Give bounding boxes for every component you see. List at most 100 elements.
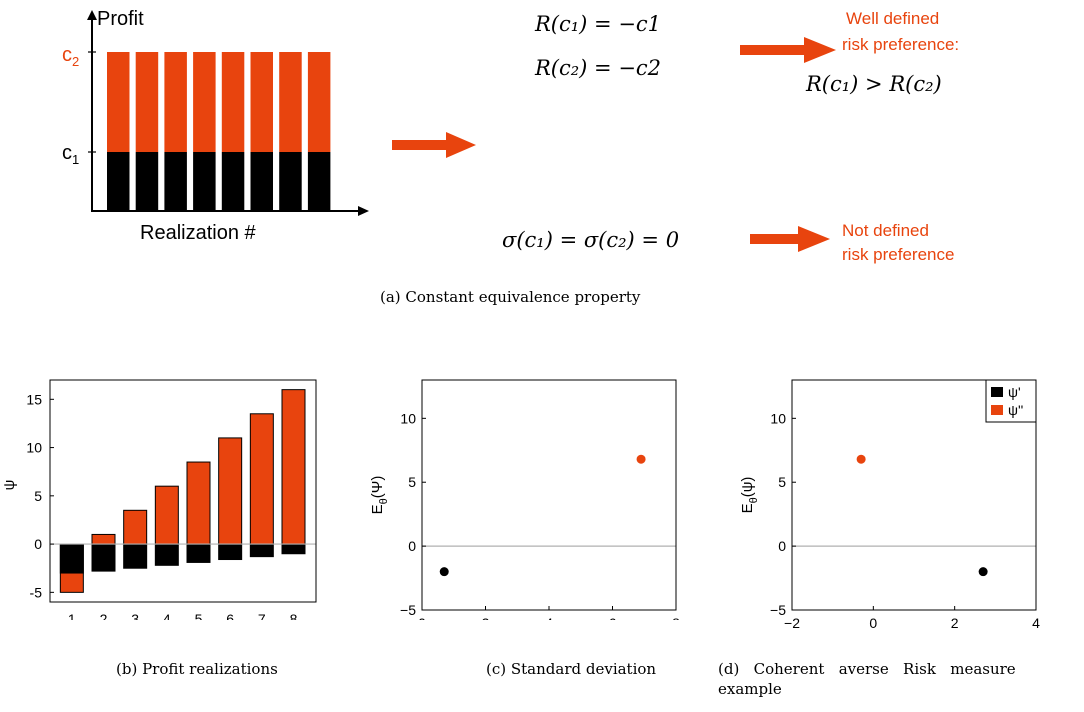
c2-label: c2 bbox=[62, 44, 80, 69]
xtick-label: 1 bbox=[68, 611, 76, 620]
schematic-bar-bottom-1 bbox=[107, 152, 130, 211]
bar-series1-4 bbox=[154, 485, 179, 545]
bar-series2-2 bbox=[91, 543, 116, 572]
caption-a: (a) Constant equivalence property bbox=[380, 288, 641, 306]
y-axis-label: ψ bbox=[1, 480, 18, 491]
well-defined-line2: risk preference: bbox=[842, 35, 960, 54]
y-axis-label: Eθ(ψ) bbox=[739, 477, 760, 514]
schematic-bar-bottom-5 bbox=[221, 152, 245, 211]
center-arrow bbox=[392, 132, 476, 158]
schematic-bar-top-5 bbox=[221, 52, 245, 152]
legend-label-2: ψ'' bbox=[1008, 402, 1023, 418]
xtick-label: 5 bbox=[195, 611, 203, 620]
well-defined-arrow bbox=[740, 37, 836, 63]
schematic-bars bbox=[107, 52, 331, 211]
not-defined-line2: risk preference bbox=[842, 245, 955, 264]
caption-d-line2: example bbox=[718, 680, 782, 698]
xtick-label: 2 bbox=[951, 615, 959, 630]
xtick-label: 6 bbox=[609, 615, 617, 620]
xtick-label: 8 bbox=[290, 611, 298, 620]
data-point-1 bbox=[978, 567, 988, 577]
ytick-label: 5 bbox=[778, 474, 786, 490]
ytick-label: 10 bbox=[770, 410, 786, 426]
standard-deviation-chart: −5051002468Eθ(Ψ)σ(ψ) bbox=[369, 379, 680, 620]
schematic-bar-bottom-6 bbox=[250, 152, 273, 211]
schematic-bar-top-4 bbox=[193, 52, 216, 152]
ytick-label: 10 bbox=[400, 410, 416, 426]
plot-frame bbox=[49, 379, 317, 603]
caption-d-line1: (d) Coherent averse Risk measure bbox=[718, 660, 1016, 678]
equation-r-c2: R(c₂) = −c2 bbox=[535, 56, 662, 80]
not-defined-line1: Not defined bbox=[842, 221, 929, 240]
xtick-label: 2 bbox=[482, 615, 490, 620]
data-point-1 bbox=[439, 567, 449, 577]
plot-frame bbox=[791, 379, 1037, 611]
schematic-bar-top-3 bbox=[164, 52, 187, 152]
ytick-label: 0 bbox=[408, 538, 416, 554]
equation-sigma: σ(c₁) = σ(c₂) = 0 bbox=[502, 228, 680, 252]
bar-series1-6 bbox=[218, 437, 243, 545]
bar-series2-6 bbox=[218, 543, 243, 561]
schematic-bar-bottom-3 bbox=[164, 152, 187, 211]
schematic-bar-bottom-4 bbox=[193, 152, 216, 211]
schematic-bar-top-1 bbox=[107, 52, 130, 152]
bar-series1-2 bbox=[91, 533, 116, 545]
schematic-bar-top-2 bbox=[135, 52, 159, 152]
ytick-label: −5 bbox=[770, 602, 786, 618]
ytick-label: -5 bbox=[30, 584, 43, 600]
bar-series2-4 bbox=[154, 543, 179, 566]
bar-series2-5 bbox=[186, 543, 211, 563]
caption-c: (c) Standard deviation bbox=[486, 660, 657, 678]
schematic-bar-bottom-8 bbox=[307, 152, 331, 211]
bar-series2-1 bbox=[59, 543, 84, 574]
ytick-label: 0 bbox=[778, 538, 786, 554]
plot-frame bbox=[421, 379, 677, 611]
xtick-label: 4 bbox=[545, 615, 553, 620]
legend-swatch-2 bbox=[991, 405, 1003, 415]
xtick-label: 0 bbox=[869, 615, 877, 630]
data-point-2 bbox=[856, 454, 866, 464]
xtick-label: 0 bbox=[418, 615, 426, 620]
ytick-label: 10 bbox=[26, 440, 42, 456]
schematic-ylabel: Profit bbox=[97, 8, 144, 30]
schematic-bar-top-7 bbox=[279, 52, 302, 152]
well-defined-line1: Well defined bbox=[846, 9, 940, 28]
xtick-label: 8 bbox=[672, 615, 680, 620]
schematic-bar-top-6 bbox=[250, 52, 273, 152]
bar-series1-7 bbox=[249, 413, 274, 545]
caption-b: (b) Profit realizations bbox=[116, 660, 278, 678]
ytick-label: 0 bbox=[34, 536, 42, 552]
data-point-2 bbox=[636, 454, 646, 464]
bar-series1-5 bbox=[186, 461, 211, 545]
xtick-label: 4 bbox=[1032, 615, 1040, 630]
ytick-label: 15 bbox=[26, 391, 42, 407]
c1-label: c1 bbox=[62, 142, 80, 167]
ytick-label: −5 bbox=[400, 602, 416, 618]
legend-label-1: ψ' bbox=[1008, 384, 1021, 400]
schematic-x-arrow bbox=[358, 206, 369, 216]
bar-series1-8 bbox=[281, 389, 306, 545]
profit-realizations-chart: -505101512345678Realization #ψ bbox=[1, 379, 317, 620]
schematic-bar-bottom-7 bbox=[279, 152, 302, 211]
bar-series1-3 bbox=[123, 509, 148, 545]
ytick-label: 5 bbox=[408, 474, 416, 490]
schematic-bar-bottom-2 bbox=[135, 152, 159, 211]
xtick-label: 6 bbox=[226, 611, 234, 620]
xtick-label: −2 bbox=[784, 615, 800, 630]
equation-r-c1: R(c₁) = −c1 bbox=[535, 12, 662, 36]
xtick-label: 3 bbox=[131, 611, 139, 620]
y-axis-label: Eθ(Ψ) bbox=[369, 476, 390, 515]
schematic-y-arrow bbox=[87, 10, 97, 20]
ytick-label: 5 bbox=[34, 488, 42, 504]
equation-r-compare: R(c₁) > R(c₂) bbox=[806, 72, 942, 96]
schematic-bar-top-8 bbox=[307, 52, 331, 152]
not-defined-arrow bbox=[750, 226, 830, 252]
bar-series2-3 bbox=[123, 543, 148, 569]
xtick-label: 4 bbox=[163, 611, 171, 620]
well-defined-note: Well defined risk preference: bbox=[842, 8, 959, 56]
bar-series2-7 bbox=[249, 543, 274, 558]
xtick-label: 2 bbox=[100, 611, 108, 620]
schematic-figure bbox=[87, 10, 369, 216]
arrows-layer bbox=[392, 37, 836, 252]
